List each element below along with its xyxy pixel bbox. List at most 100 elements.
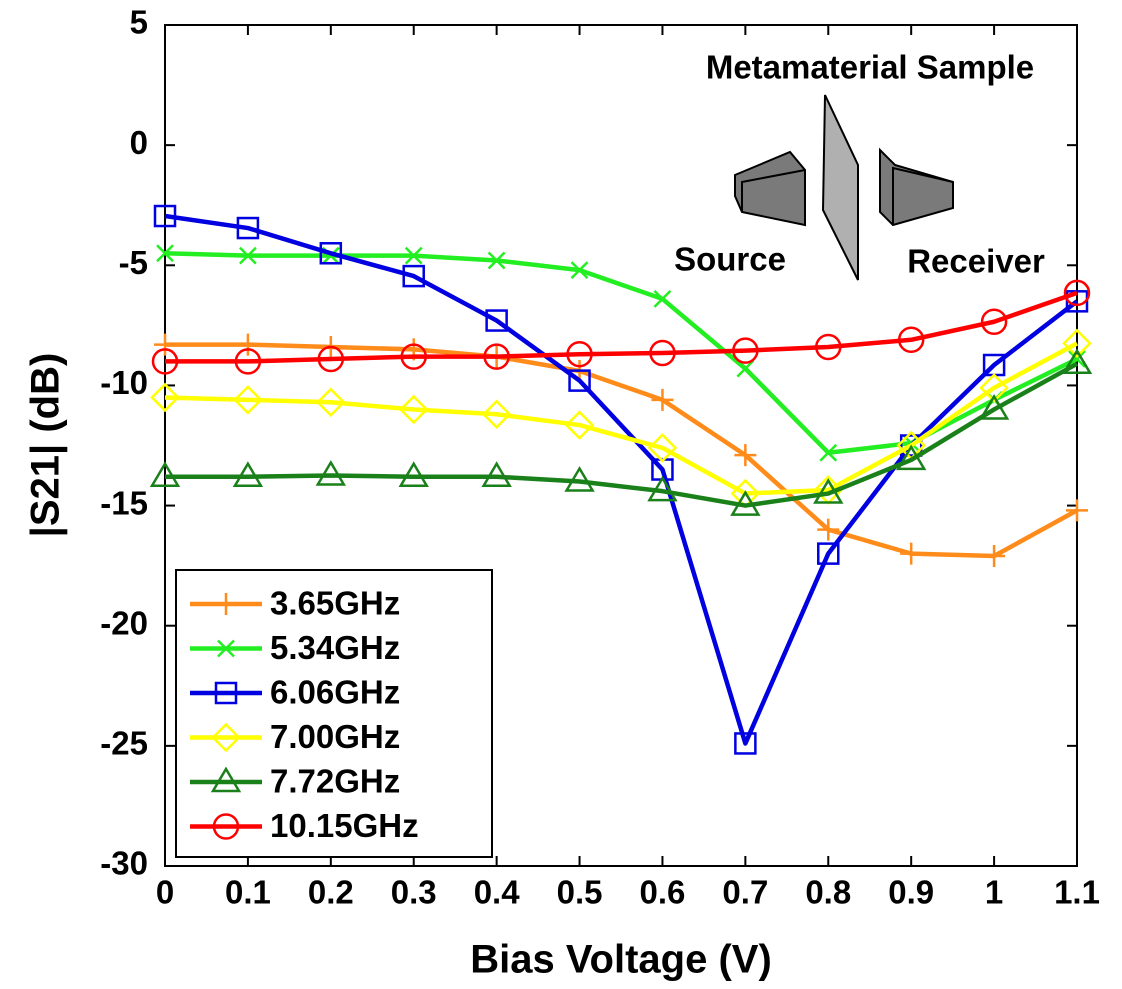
- data-point: [568, 369, 591, 392]
- data-point: [398, 394, 429, 425]
- y-tick-label: -30: [100, 845, 148, 882]
- legend-marker: [211, 722, 241, 753]
- data-point: [732, 337, 759, 364]
- legend-marker: [212, 813, 240, 840]
- legend-marker: [217, 639, 235, 658]
- x-tick-label: 0: [156, 874, 174, 911]
- data-point: [564, 410, 595, 440]
- x-tick-label: 0.1: [225, 874, 271, 911]
- legend-label: 7.00GHz: [270, 718, 400, 755]
- x-tick-label: 1: [985, 874, 1003, 911]
- data-point: [315, 460, 347, 486]
- sample-illustration: [734, 94, 954, 281]
- data-point: [483, 343, 510, 370]
- y-tick-label: -10: [100, 364, 148, 401]
- data-point: [817, 542, 840, 565]
- data-point: [1066, 499, 1088, 522]
- data-point: [978, 394, 1010, 420]
- data-point: [895, 444, 927, 471]
- series-line: [165, 290, 1078, 364]
- data-point: [1062, 328, 1092, 359]
- data-point: [899, 434, 923, 457]
- data-point: [234, 348, 262, 375]
- annotation: Metamaterial Sample: [706, 49, 1034, 86]
- x-tick-label: 0.9: [888, 874, 934, 911]
- x-tick-label: 0.4: [474, 874, 521, 911]
- series-line: [165, 342, 1079, 559]
- series-line: [165, 361, 1079, 508]
- data-point: [815, 333, 842, 361]
- annotation: Source: [674, 241, 786, 278]
- y-tick-label: -15: [100, 484, 148, 521]
- data-point: [233, 385, 263, 415]
- data-point: [730, 490, 761, 516]
- data-point: [149, 461, 181, 487]
- y-tick-label: -25: [100, 725, 148, 762]
- x-axis-label: Bias Voltage (V): [470, 938, 772, 982]
- data-point: [485, 309, 508, 332]
- x-tick-label: 1.1: [1054, 874, 1100, 911]
- data-point: [398, 461, 429, 487]
- data-point: [647, 433, 678, 463]
- data-point: [316, 387, 346, 418]
- data-point: [649, 339, 676, 367]
- data-point: [897, 326, 925, 354]
- data-point: [400, 343, 427, 370]
- data-point: [239, 246, 257, 265]
- data-point: [481, 399, 512, 430]
- x-tick-label: 0.2: [308, 874, 354, 911]
- data-point: [734, 732, 757, 755]
- legend-label: 10.15GHz: [270, 807, 419, 844]
- data-point: [983, 545, 1006, 568]
- data-point: [154, 333, 176, 356]
- data-point: [819, 443, 838, 462]
- data-point: [564, 466, 595, 492]
- data-point: [1063, 279, 1091, 307]
- data-point: [900, 542, 923, 565]
- data-point: [653, 290, 672, 308]
- plot-frame: [164, 24, 1078, 867]
- data-point: [236, 216, 260, 240]
- annotation: Receiver: [907, 243, 1045, 280]
- data-point: [317, 345, 345, 373]
- legend-marker: [210, 766, 242, 793]
- data-point: [402, 264, 425, 288]
- data-point: [1061, 348, 1093, 375]
- y-tick-label: 5: [130, 4, 148, 41]
- data-point: [153, 204, 177, 228]
- x-tick-label: 0.8: [805, 874, 851, 911]
- series-line: [164, 213, 1079, 746]
- y-tick-label: -20: [100, 604, 148, 641]
- data-point: [481, 461, 512, 487]
- data-point: [979, 373, 1009, 403]
- legend-label: 7.72GHz: [270, 763, 400, 800]
- data-point: [647, 475, 678, 502]
- x-tick-label: 0.3: [391, 874, 437, 911]
- data-point: [319, 242, 343, 265]
- legend-label: 5.34GHz: [270, 629, 400, 666]
- data-point: [487, 251, 506, 270]
- data-point: [817, 518, 840, 541]
- y-tick-label: -5: [119, 244, 148, 281]
- data-point: [813, 478, 844, 504]
- data-point: [151, 348, 179, 375]
- legend-marker: [214, 681, 238, 705]
- legend-label: 3.65GHz: [270, 585, 400, 622]
- legend-label: 6.06GHz: [270, 674, 400, 711]
- data-point: [651, 388, 674, 411]
- data-point: [734, 444, 757, 467]
- data-point: [156, 244, 174, 263]
- data-point: [232, 461, 264, 487]
- data-point: [404, 246, 423, 265]
- legend-marker: [215, 593, 237, 615]
- x-tick-label: 0.7: [722, 874, 768, 911]
- x-tick-label: 0.6: [640, 874, 686, 911]
- data-point: [566, 340, 593, 368]
- y-axis-label: |S21| (dB): [24, 353, 68, 538]
- data-point: [570, 261, 589, 279]
- legend-box: [175, 569, 493, 858]
- data-point: [736, 359, 755, 378]
- x-tick-label: 0.5: [557, 874, 603, 911]
- y-tick-label: 0: [130, 124, 148, 161]
